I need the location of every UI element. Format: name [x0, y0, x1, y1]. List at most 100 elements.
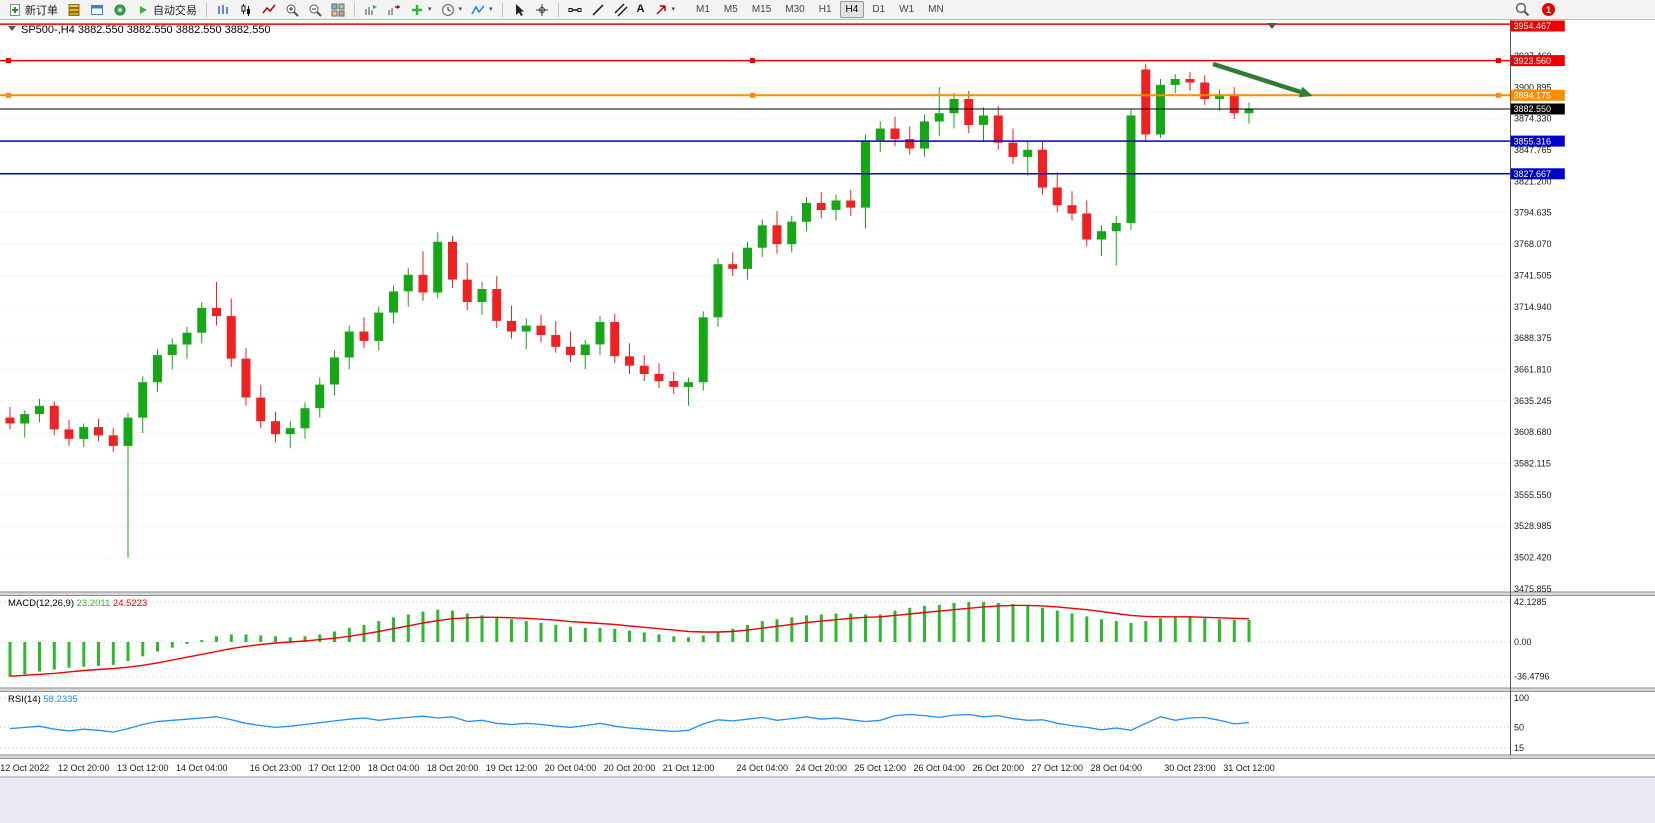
- new-order-button[interactable]: 新订单: [4, 0, 62, 20]
- panel-separator[interactable]: [0, 755, 1655, 759]
- timeframe-button-m15[interactable]: M15: [751, 4, 772, 15]
- notification-badge[interactable]: 1: [1542, 3, 1555, 16]
- autotrade-button[interactable]: 自动交易: [132, 0, 201, 20]
- svg-text:13 Oct 12:00: 13 Oct 12:00: [117, 763, 169, 773]
- channel-tool-button[interactable]: [610, 0, 632, 20]
- price-marker-3827.667: 3827.667: [1510, 168, 1565, 180]
- shapes-tool-button[interactable]: ▾: [650, 0, 680, 20]
- price-axis[interactable]: 3927.4603900.8953874.3303847.7653821.200…: [1510, 20, 1565, 755]
- trend-arrow-annotation[interactable]: [1212, 61, 1313, 98]
- svg-text:31 Oct 12:00: 31 Oct 12:00: [1223, 763, 1275, 773]
- svg-text:3528.985: 3528.985: [1514, 521, 1552, 531]
- horizontal-line-tool-button[interactable]: [564, 0, 586, 20]
- navigator-button[interactable]: [109, 0, 131, 20]
- cursor-icon: [515, 3, 524, 16]
- zoom-in-button[interactable]: [281, 0, 303, 20]
- svg-text:3714.940: 3714.940: [1514, 302, 1552, 312]
- svg-text:3475.855: 3475.855: [1514, 584, 1552, 594]
- svg-text:18 Oct 04:00: 18 Oct 04:00: [368, 763, 420, 773]
- bottom-strip: [0, 777, 1655, 823]
- svg-text:0.00: 0.00: [1514, 637, 1532, 647]
- panel-separator[interactable]: [0, 688, 1655, 692]
- svg-text:3923.560: 3923.560: [1514, 56, 1552, 66]
- svg-text:SP500-,H4 3882.550 3882.550 3: SP500-,H4 3882.550 3882.550 3882.550 388…: [21, 24, 271, 36]
- timeframe-button-h4[interactable]: H4: [839, 1, 865, 18]
- svg-text:26 Oct 20:00: 26 Oct 20:00: [973, 763, 1025, 773]
- chart-shift-marker[interactable]: [1267, 23, 1277, 29]
- svg-text:15: 15: [1514, 743, 1524, 753]
- timeframe-button-mn[interactable]: MN: [928, 4, 944, 15]
- time-axis[interactable]: 12 Oct 2022 12 Oct 20:00 13 Oct 12:00 14 Oc…: [0, 763, 1274, 773]
- svg-text:20 Oct 04:00: 20 Oct 04:00: [545, 763, 597, 773]
- clock-icon: [441, 3, 454, 16]
- svg-text:3874.330: 3874.330: [1514, 114, 1552, 124]
- market-watch-button[interactable]: [63, 0, 85, 20]
- svg-text:12 Oct 20:00: 12 Oct 20:00: [58, 763, 110, 773]
- chart-shift-button[interactable]: [383, 0, 405, 20]
- svg-text:21 Oct 12:00: 21 Oct 12:00: [663, 763, 715, 773]
- tile-windows-button[interactable]: [327, 0, 349, 20]
- svg-text:3741.505: 3741.505: [1514, 270, 1552, 280]
- dropdown-caret-icon: ▾: [489, 6, 493, 13]
- navigator-icon: [114, 4, 126, 15]
- bar-chart-button[interactable]: [212, 0, 234, 20]
- crosshair-tool-button[interactable]: [531, 0, 553, 20]
- svg-text:3794.635: 3794.635: [1514, 208, 1552, 218]
- svg-text:-36.4796: -36.4796: [1514, 672, 1550, 682]
- timeframe-button-d1[interactable]: D1: [872, 4, 886, 15]
- price-marker-3882.550: 3882.550: [1510, 103, 1565, 115]
- panel-separator[interactable]: [0, 592, 1655, 596]
- toolbar-separator: [501, 2, 503, 17]
- timeframe-button-m30[interactable]: M30: [785, 4, 805, 15]
- timeframe-button-m5[interactable]: M5: [723, 4, 738, 15]
- indicators-button[interactable]: ▾: [467, 0, 497, 20]
- hline-3894.175[interactable]: [0, 92, 1510, 98]
- svg-text:24 Oct 04:00: 24 Oct 04:00: [737, 763, 789, 773]
- svg-text:25 Oct 12:00: 25 Oct 12:00: [855, 763, 907, 773]
- new-order-label: 新订单: [25, 4, 58, 17]
- timeframe-button-h1[interactable]: H1: [818, 4, 832, 15]
- zoom-in-icon: [286, 4, 299, 17]
- svg-text:3555.550: 3555.550: [1514, 490, 1552, 500]
- arrow-shape-icon: [655, 4, 666, 15]
- channel-icon: [614, 3, 628, 16]
- new-chart-button[interactable]: ▾: [406, 0, 436, 20]
- new-order-icon: [10, 3, 20, 16]
- toolbar-right-group: 1: [1511, 0, 1555, 20]
- periods-button[interactable]: ▾: [437, 0, 467, 20]
- toolbar: 新订单 自动交易: [0, 0, 1655, 20]
- macd-signal-line: [9, 604, 1250, 677]
- svg-text:3661.810: 3661.810: [1514, 365, 1552, 375]
- candlestick-chart-button[interactable]: [235, 0, 257, 20]
- zoom-out-button[interactable]: [304, 0, 326, 20]
- autotrade-play-icon: [140, 5, 147, 14]
- candlestick-chart-icon: [241, 3, 250, 16]
- data-window-button[interactable]: [86, 0, 108, 20]
- dropdown-caret-icon: ▾: [428, 6, 432, 13]
- macd-panel: 42.1285 0.00 -36.4796 MACD(12,26,9) 23.2011…: [0, 597, 1550, 682]
- search-button[interactable]: [1511, 0, 1534, 20]
- text-tool-button[interactable]: A: [633, 0, 649, 20]
- auto-scroll-icon: [365, 4, 377, 15]
- macd-label: MACD(12,26,9) 23.2011 24.5223: [8, 598, 147, 609]
- line-chart-button[interactable]: [258, 0, 280, 20]
- collapse-triangle-icon: [8, 26, 16, 31]
- search-icon: [1515, 2, 1530, 17]
- market-watch-icon: [68, 3, 80, 16]
- rsi-line: [9, 713, 1250, 733]
- price-marker-3954.467: 3954.467: [1510, 20, 1565, 32]
- trendline-icon: [592, 3, 604, 16]
- svg-text:3882.550: 3882.550: [1514, 104, 1552, 114]
- svg-text:26 Oct 04:00: 26 Oct 04:00: [914, 763, 966, 773]
- auto-scroll-button[interactable]: [360, 0, 382, 20]
- svg-text:3900.895: 3900.895: [1514, 82, 1552, 92]
- cursor-tool-button[interactable]: [508, 0, 530, 20]
- price-marker-3855.316: 3855.316: [1510, 135, 1565, 147]
- svg-text:28 Oct 04:00: 28 Oct 04:00: [1091, 763, 1143, 773]
- timeframe-button-m1[interactable]: M1: [696, 4, 710, 15]
- trendline-tool-button[interactable]: [587, 0, 609, 20]
- hline-3923.560[interactable]: [0, 58, 1510, 64]
- svg-text:14 Oct 04:00: 14 Oct 04:00: [176, 763, 228, 773]
- timeframe-button-w1[interactable]: W1: [899, 4, 915, 15]
